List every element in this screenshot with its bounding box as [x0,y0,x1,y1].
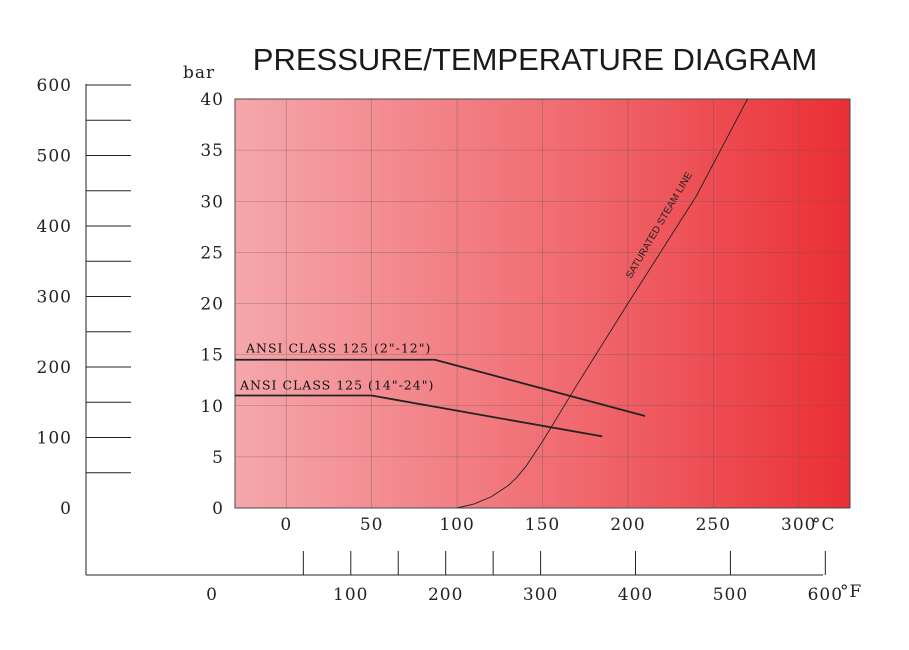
bar-tick-label: 10 [200,397,224,417]
bar-tick-label: 30 [200,192,224,212]
bar-tick-labels: 0 5 10 15 20 25 30 35 40 [200,90,224,519]
fahrenheit-tick-label: 0 [206,585,218,605]
psi-tick-label: 400 [37,217,72,237]
series-line-1 [235,394,603,438]
bar-tick-label: 5 [212,448,224,468]
fahrenheit-tick-label: 600 [808,585,843,605]
bar-unit-label: bar [183,63,215,83]
fahrenheit-unit-label: °F [840,582,862,602]
bar-tick-label: 0 [212,499,224,519]
fahrenheit-tick-label: 100 [333,585,368,605]
chart-title: PRESSURE/TEMPERATURE DIAGRAM [253,42,817,77]
fahrenheit-tick-label: 300 [523,585,558,605]
bar-tick-label: 15 [200,346,224,366]
series-label-ansi-14-24: ANSI CLASS 125 (14"-24") [239,378,434,393]
celsius-tick-label: 100 [439,515,474,535]
psi-tick-label: 300 [37,288,72,308]
celsius-tick-label: 50 [360,515,384,535]
celsius-tick-labels: 0 50 100 150 200 250 300 [280,515,816,535]
psi-tick-label: 200 [37,358,72,378]
celsius-tick-label: 0 [280,515,292,535]
series-line-2 [456,98,748,509]
bar-tick-label: 40 [200,90,224,110]
psi-scale: 0 100 200 300 400 500 600 [37,76,131,575]
bar-tick-label: 25 [200,243,224,263]
fahrenheit-tick-label: 400 [618,585,653,605]
plot-frame [234,98,851,509]
celsius-unit-label: °C [812,515,836,535]
celsius-tick-label: 250 [696,515,731,535]
series-label-ansi-2-12: ANSI CLASS 125 (2"-12") [245,341,431,356]
bar-tick-label: 20 [200,295,224,315]
fahrenheit-tick-label: 500 [713,585,748,605]
fahrenheit-scale: 0 100 200 300 400 500 600 [86,551,843,605]
celsius-tick-label: 200 [610,515,645,535]
celsius-tick-label: 150 [525,515,560,535]
psi-tick-label: 600 [37,76,72,96]
celsius-tick-label: 300 [781,515,816,535]
psi-tick-label: 0 [60,499,72,519]
fahrenheit-tick-label: 200 [428,585,463,605]
psi-tick-label: 500 [37,147,72,167]
psi-tick-label: 100 [37,429,72,449]
series-line-0 [235,358,646,417]
bar-tick-label: 35 [200,141,224,161]
